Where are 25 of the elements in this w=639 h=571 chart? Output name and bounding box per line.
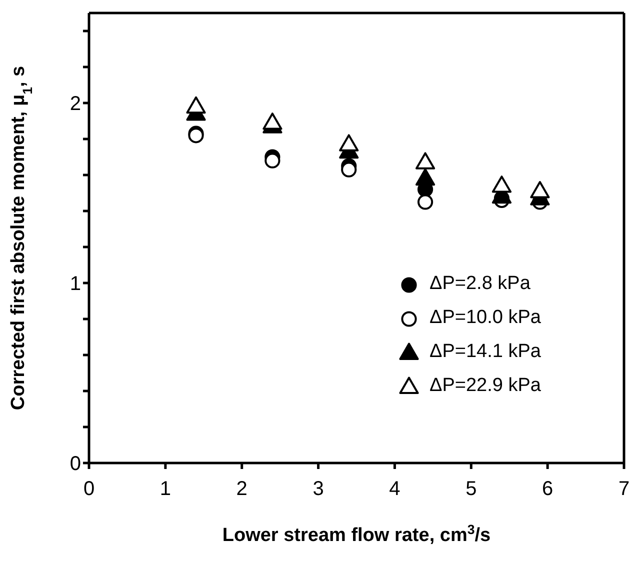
x-tick-label: 2 (236, 478, 248, 500)
point (492, 176, 512, 193)
point (264, 152, 280, 168)
point (530, 181, 550, 198)
x-tick-label: 4 (389, 478, 400, 500)
x-tick-label: 5 (466, 478, 477, 500)
legend-label: ΔP=22.9 kPa (430, 375, 541, 396)
point (415, 168, 436, 186)
point (417, 194, 434, 210)
point (341, 162, 357, 178)
legend-label: ΔP=14.1 kPa (430, 341, 541, 362)
y-tick-label: 1 (70, 273, 81, 296)
y-tick-label: 2 (70, 93, 81, 116)
point (415, 152, 436, 170)
point (262, 112, 282, 130)
point (186, 96, 206, 114)
x-tick-label: 3 (312, 478, 324, 500)
x-tick-label: 7 (618, 478, 630, 500)
x-tick-label: 1 (160, 478, 171, 500)
x-axis-title: Lower stream flow rate, cm$^{3}$/s (222, 522, 491, 546)
legend-label: ΔP=2.8 kPa (430, 273, 530, 294)
x-tick-label: 6 (542, 478, 554, 500)
point (339, 134, 359, 152)
legend-label: ΔP=10.0 kPa (430, 307, 541, 328)
y-tick-label: 0 (70, 453, 81, 476)
